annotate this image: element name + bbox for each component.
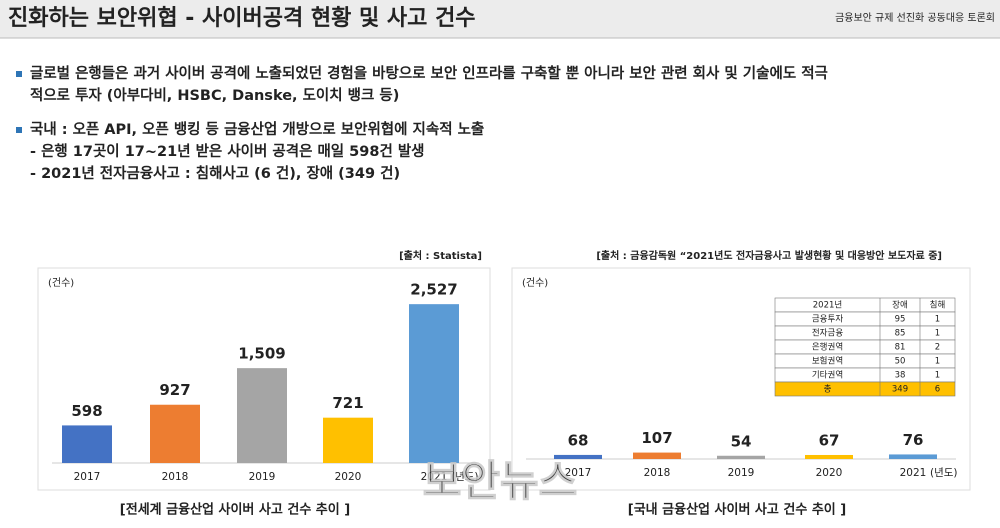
- title-bar: [0, 0, 1000, 38]
- table-row: [774, 297, 956, 313]
- bar: [889, 454, 937, 459]
- table-cell: 95: [895, 315, 906, 325]
- table-cell: 금융투자: [812, 315, 843, 325]
- table-cell: 1: [935, 357, 940, 367]
- table-cell: 38: [895, 371, 906, 381]
- value-label: 107: [641, 429, 672, 447]
- value-label: 68: [568, 431, 589, 449]
- table-cell: 장애: [892, 300, 908, 311]
- x-tick-label: 2020: [816, 467, 843, 479]
- x-tick-label: 2017: [565, 467, 592, 479]
- bullet-sub: - 2021년 전자금융사고 : 침해사고 (6 건), 장애 (349 건): [30, 164, 400, 182]
- x-tick-label: 2021: [421, 471, 448, 483]
- x-tick-label: 2018: [162, 471, 189, 483]
- bar: [717, 455, 765, 459]
- bullet-sub: - 은행 17곳이 17~21년 받은 사이버 공격은 매일 598건 발생: [30, 142, 425, 160]
- chart-source: [출처 : 금융감독원 “2021년도 전자금융사고 발생현황 및 대응방안 보…: [596, 249, 942, 262]
- chart-caption: [전세계 금융산업 사이버 사고 건수 추이 ]: [120, 502, 350, 518]
- table-cell: 1: [935, 329, 940, 339]
- table-row: [774, 325, 956, 341]
- value-label: 2,527: [410, 281, 457, 299]
- bar: [323, 417, 373, 463]
- bullet-text: 적으로 투자 (아부다비, HSBC, Danske, 도이치 뱅크 등): [30, 86, 399, 104]
- x-unit: (년도): [930, 467, 958, 479]
- event-name: 금융보안 규제 선진화 공동대응 토론회: [835, 12, 995, 24]
- table-cell: 50: [895, 357, 906, 367]
- bar: [62, 425, 112, 463]
- table-cell: 1: [935, 315, 940, 325]
- table-cell: 81: [895, 343, 906, 353]
- table-row: [774, 339, 956, 355]
- x-tick-label: 2019: [249, 471, 276, 483]
- bar: [409, 304, 459, 463]
- x-tick-label: 2018: [644, 467, 671, 479]
- table-cell: 침해: [930, 301, 946, 311]
- y-axis-label: (건수): [522, 277, 548, 289]
- bar: [805, 454, 853, 459]
- value-label: 721: [332, 394, 363, 412]
- bullet-text: 글로벌 은행들은 과거 사이버 공격에 노출되었던 경험을 바탕으로 보안 인프…: [30, 64, 828, 82]
- value-label: 54: [731, 432, 752, 450]
- table-row: [774, 381, 956, 397]
- table-cell: 349: [892, 385, 908, 395]
- value-label: 1,509: [238, 345, 285, 363]
- x-unit: (년도): [451, 471, 479, 483]
- value-label: 67: [819, 431, 840, 449]
- bullet-marker: [16, 71, 22, 77]
- table-cell: 보험권역: [812, 356, 843, 367]
- table-cell: 전자금융: [812, 328, 843, 339]
- bar: [554, 454, 602, 459]
- table-cell: 총: [824, 385, 832, 395]
- bar: [150, 404, 200, 463]
- table-cell: 85: [895, 329, 906, 339]
- watermark: 보안뉴스: [423, 457, 578, 506]
- chart-panel: [37, 267, 491, 491]
- table-cell: 6: [935, 385, 940, 395]
- x-tick-label: 2017: [74, 471, 101, 483]
- chart-panel: [511, 267, 971, 491]
- x-tick-label: 2019: [728, 467, 755, 479]
- table-row: [774, 367, 956, 383]
- bullet-marker: [16, 127, 22, 133]
- title: 진화하는 보안위협 - 사이버공격 현황 및 사고 건수: [8, 6, 476, 31]
- x-tick-label: 2020: [335, 471, 362, 483]
- table-row: [774, 353, 956, 369]
- table-row: [774, 311, 956, 327]
- bar: [237, 368, 287, 463]
- chart-source: [출처 : Statista]: [399, 249, 482, 262]
- table-cell: 1: [935, 371, 940, 381]
- value-label: 76: [903, 431, 924, 449]
- x-tick-label: 2021: [900, 467, 927, 479]
- chart-caption: [국내 금융산업 사이버 사고 건수 추이 ]: [628, 502, 846, 518]
- table-cell: 2021년: [813, 300, 842, 311]
- y-axis-label: (건수): [48, 277, 74, 289]
- bar: [633, 452, 681, 459]
- bullet-text: 국내 : 오픈 API, 오픈 뱅킹 등 금융산업 개방으로 보안위협에 지속적…: [30, 120, 484, 138]
- table-cell: 2: [935, 343, 940, 353]
- value-label: 927: [159, 381, 190, 399]
- table-cell: 기타권역: [812, 370, 843, 381]
- value-label: 598: [71, 402, 102, 420]
- table-cell: 은행권역: [812, 342, 843, 353]
